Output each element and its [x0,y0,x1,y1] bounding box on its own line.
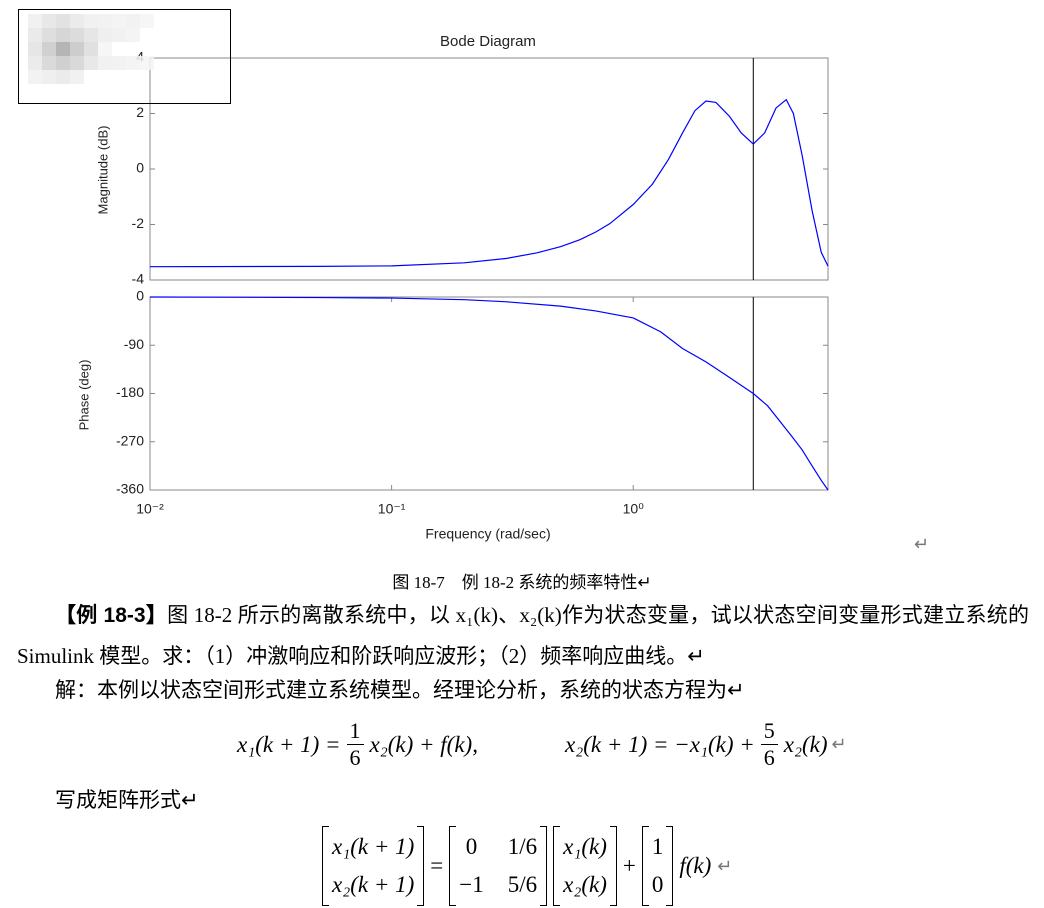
data-line [149,98,829,268]
paragraph-mark: ↵ [914,534,930,554]
equation-part: x₁(k + 1) = [237,731,341,757]
solution-paragraph: 解：本例以状态空间形式建立系统模型。经理论分析，系统的状态方程为↵ [55,678,745,702]
blur-cell [56,28,70,42]
blur-cell [140,56,154,70]
matrix-entry: x₂(k + 1) [332,872,415,897]
equation-part: x₂(k) + f(k), [369,731,478,757]
blur-cell [126,14,140,28]
blur-cell [56,14,70,28]
plot-frame [149,57,829,281]
x-axis-label: Frequency (rad/sec) [425,526,550,542]
blur-cell [28,14,42,28]
blur-cell [28,42,42,56]
paragraph-mark: ↵ [831,734,847,754]
numerator: 1 [349,718,361,743]
blur-cell [70,56,84,70]
blur-cell [126,56,140,70]
blur-cell [112,14,126,28]
numerator: 5 [763,718,775,743]
blur-cell [70,42,84,56]
y-tick-label: 2 [136,104,144,120]
matrix-intro: 写成矩阵形式↵ [55,788,199,812]
blur-cell [84,56,98,70]
blur-cell [98,42,112,56]
blur-cell [112,56,126,70]
matrix-entry: 1 [651,834,664,859]
matrix-entry: 0 [465,834,478,859]
data-line [149,296,829,491]
blur-cell [42,70,56,84]
y-axis-label: Magnitude (dB) [95,126,110,215]
y-tick-label: 0 [136,160,144,176]
equation-part: f(k) [679,853,712,878]
y-tick-label: -90 [124,336,144,352]
blur-cell [84,14,98,28]
y-tick-label: -360 [116,481,144,497]
example-paragraph: 【例 18-3】图 18-2 所示的离散系统中，以 x₁(k)、x₂(k)作为状… [17,595,1029,676]
blur-cell [70,28,84,42]
denominator: 6 [760,744,778,771]
plot-frame [149,296,829,491]
matrix-entry: x₁(k + 1) [332,834,415,859]
plus: + [622,853,636,878]
redacted-box [28,14,154,84]
blur-cell [98,28,112,42]
blur-cell [98,14,112,28]
matrix-entry: 1/6 [507,834,538,859]
y-tick-label: -270 [116,432,144,448]
equation-part: x₂(k + 1) = −x₁(k) + [565,731,755,757]
blur-cell [42,28,56,42]
paragraph-mark: ↵ [717,855,733,876]
blur-cell [28,28,42,42]
y-tick-label: 0 [136,288,144,304]
equals: = [430,853,444,878]
matrix-entry: 0 [651,872,664,897]
blur-cell [112,28,126,42]
x-tick-label: 10⁰ [623,501,645,517]
redacted-frame [18,9,231,104]
blur-cell [42,42,56,56]
matrix: x₁(k + 1) x₂(k + 1) [322,826,425,906]
blur-cell [56,56,70,70]
matrix-entry: −1 [459,872,484,897]
figure-caption: 图 18-7 例 18-2 系统的频率特性↵ [392,573,652,592]
blur-cell [140,14,154,28]
blur-cell [28,70,42,84]
matrix-equation: x₁(k + 1) x₂(k + 1) = 0 1/6 −1 5/6 x₁(k) x₂(k… [322,826,732,906]
bode-diagram: Bode Diagram Magnitude (dB) Phase (deg) … [18,9,829,542]
example-text: 图 18-2 所示的离散系统中，以 x₁(k)、x₂(k)作为状态变量，试以状态… [17,603,1029,668]
blur-cell [98,56,112,70]
denominator: 6 [346,744,364,771]
matrix-entry: x₁(k) [563,834,607,859]
matrix-entry: x₂(k) [563,872,607,897]
blur-cell [42,14,56,28]
y-tick-label: -4 [132,271,145,287]
chart-title: Bode Diagram [440,33,536,50]
blur-cell [126,28,140,42]
x-tick-label: 10⁻² [136,501,164,517]
matrix: x₁(k) x₂(k) [553,826,617,906]
blur-cell [56,70,70,84]
blur-cell [28,56,42,70]
equation-part: x₂(k) [783,731,828,757]
matrix-entry: 5/6 [507,872,538,897]
example-label: 【例 18-3】 [55,604,168,627]
blur-cell [70,14,84,28]
blur-cell [56,42,70,56]
y-tick-label: -2 [132,215,145,231]
blur-cell [84,28,98,42]
y-axis-label: Phase (deg) [76,360,91,431]
blur-cell [42,56,56,70]
y-tick-label: -180 [116,384,144,400]
x-tick-label: 10⁻¹ [378,501,406,517]
blur-cell [70,70,84,84]
matrix: 0 1/6 −1 5/6 [449,826,548,906]
blur-cell [84,42,98,56]
